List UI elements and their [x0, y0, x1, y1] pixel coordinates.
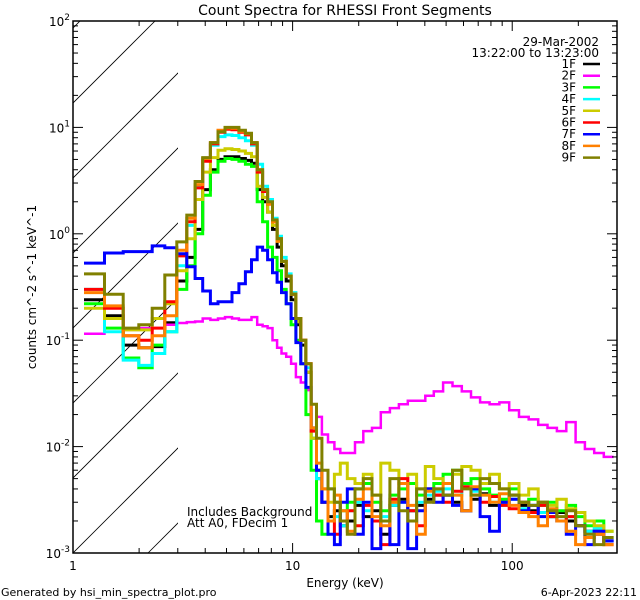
footer-timestamp: 6-Apr-2023 22:11 [541, 586, 637, 599]
legend-label-4F: 4F [561, 92, 576, 106]
annotation-attenuator: Att A0, FDecim 1 [187, 516, 288, 530]
legend-label-6F: 6F [561, 116, 576, 130]
legend-label-7F: 7F [561, 127, 576, 141]
hatch-line [73, 72, 178, 179]
y-axis-label: counts cm^-2 s^-1 keV^-1 [25, 205, 39, 369]
chart-title: Count Spectra for RHESSI Front Segments [198, 3, 492, 19]
series-7F [84, 244, 614, 551]
plot-frame [72, 20, 618, 554]
hatch-line [598, 0, 640, 553]
date-label: 29-Mar-2002 [523, 35, 599, 49]
legend-label-1F: 1F [561, 57, 576, 71]
legend-label-9F: 9F [561, 151, 576, 165]
x-tick-label: 100 [501, 559, 524, 573]
hatch-line [73, 21, 156, 104]
hatch-line [73, 447, 178, 553]
y-tick-label: 100 [49, 226, 70, 242]
y-tick-label: 101 [49, 119, 70, 135]
x-tick-label: 10 [285, 559, 300, 573]
y-tick-label: 10-3 [46, 545, 70, 561]
x-axis-label: Energy (keV) [306, 576, 383, 590]
series-9F [84, 125, 614, 547]
series-8F [84, 126, 614, 547]
legend-label-8F: 8F [561, 139, 576, 153]
hatch-line [523, 0, 640, 553]
legend-label-5F: 5F [561, 104, 576, 118]
y-tick-label: 10-2 [46, 439, 70, 455]
annotation-background: Includes Background [187, 505, 312, 519]
hatch-line [73, 372, 178, 479]
hatch-line [298, 0, 640, 553]
legend-label-3F: 3F [561, 80, 576, 94]
hatch-line [373, 0, 640, 553]
y-tick-label: 10-1 [46, 332, 70, 348]
footer-generated-by: Generated by hsi_min_spectra_plot.pro [1, 586, 217, 599]
time-range-label: 13:22:00 to 13:23:00 [472, 46, 599, 60]
y-tick-label: 102 [49, 13, 70, 29]
legend-label-2F: 2F [561, 69, 576, 83]
hatch-line [73, 297, 178, 404]
x-tick-label: 1 [69, 559, 77, 573]
series-2F [84, 315, 614, 459]
